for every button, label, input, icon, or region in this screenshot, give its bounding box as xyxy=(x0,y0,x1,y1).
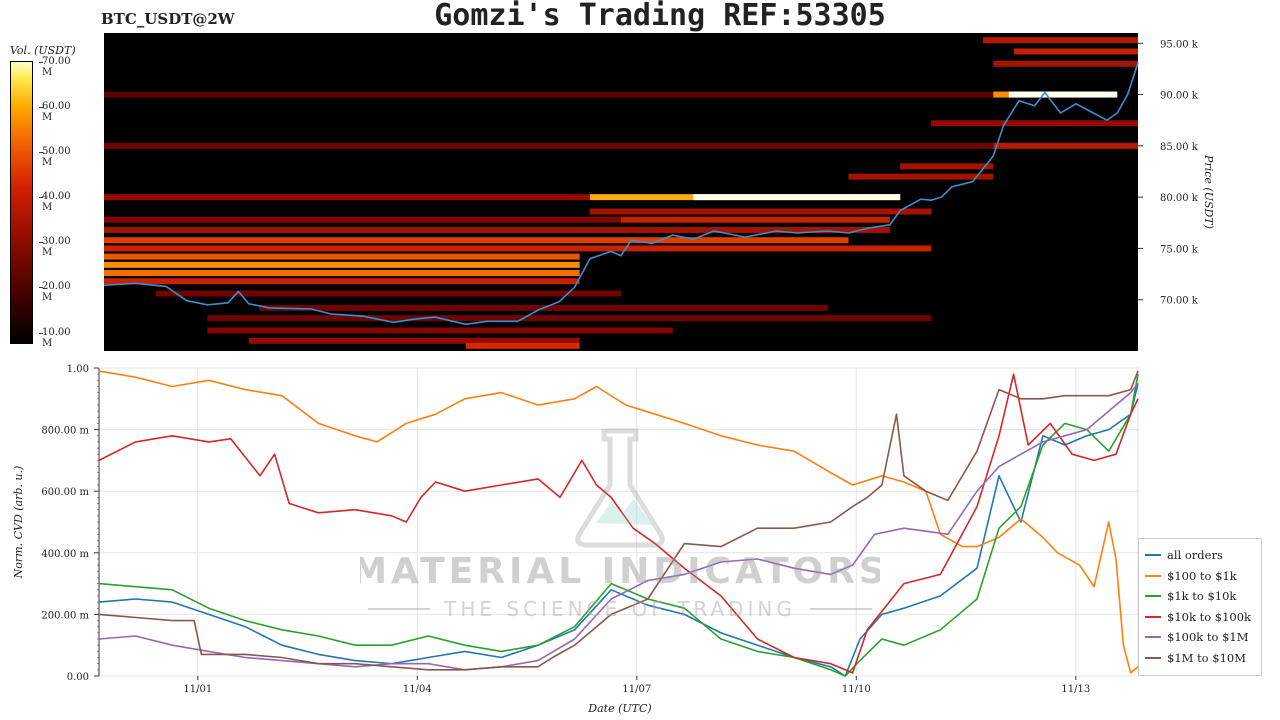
cvd-x-tick-label: 11/04 xyxy=(403,684,432,695)
heatmap-band xyxy=(207,327,673,334)
symbol-label: BTC_USDT@2W xyxy=(101,10,235,28)
heatmap-band xyxy=(104,261,580,268)
heatmap-band xyxy=(982,37,1138,44)
cvd-y-tick-label: 400.00 m xyxy=(41,549,89,560)
cvd-series-line xyxy=(98,382,1139,671)
heatmap-band xyxy=(104,278,580,285)
cvd-x-tick-label: 11/01 xyxy=(183,684,212,695)
cvd-series-line xyxy=(98,383,1139,677)
cvd-x-tick-label: 11/13 xyxy=(1061,684,1090,695)
price-axis-title: Price (USDT) xyxy=(1202,154,1215,229)
legend-label: $100 to $1k xyxy=(1167,568,1237,583)
heatmap-band xyxy=(1008,91,1118,98)
cvd-y-tick-label: 0.00 xyxy=(67,672,89,683)
legend-item: $10k to $100k xyxy=(1145,607,1255,628)
cvd-y-axis-title: Norm. CVD (arb. u.) xyxy=(12,466,25,580)
legend-label: $1M to $10M xyxy=(1167,650,1246,665)
legend-label: $10k to $100k xyxy=(1167,609,1252,624)
legend-item: all orders xyxy=(1145,545,1255,566)
cvd-x-axis-title: Date (UTC) xyxy=(587,702,651,715)
legend-label: $100k to $1M xyxy=(1167,630,1249,645)
heatmap-band xyxy=(589,208,932,215)
heatmap-background xyxy=(104,33,1138,351)
heatmap-band xyxy=(248,337,580,344)
heatmap-band xyxy=(104,216,621,223)
legend-item: $100k to $1M xyxy=(1145,627,1255,648)
legend-item: $1M to $10M xyxy=(1145,648,1255,669)
heatmap-band xyxy=(207,315,932,322)
heatmap-band xyxy=(104,142,994,149)
heatmap-band xyxy=(465,342,580,349)
legend: all orders $100 to $1k $1k to $10k $10k to … xyxy=(1138,538,1262,676)
price-tick-label: 85.00 k xyxy=(1160,142,1199,153)
price-tick-label: 70.00 k xyxy=(1160,296,1199,307)
heatmap-band xyxy=(931,120,1138,127)
chart-title: Gomzi's Trading REF:53305 xyxy=(434,0,886,33)
heatmap-band xyxy=(621,216,890,223)
colorbar-tick: 50.00 M xyxy=(39,146,71,168)
heatmap-band xyxy=(104,270,580,277)
heatmap-band xyxy=(104,226,890,233)
cvd-series-line xyxy=(98,370,1139,671)
heatmap-band xyxy=(993,60,1138,67)
colorbar-tick: 30.00 M xyxy=(39,236,71,258)
colorbar: 70.00 M 60.00 M 50.00 M 40.00 M 30.00 M … xyxy=(10,56,71,349)
cvd-y-tick-label: 1.00 xyxy=(67,364,89,375)
heatmap-band xyxy=(104,237,849,244)
heatmap-band xyxy=(104,253,580,260)
legend-swatch xyxy=(1145,656,1161,659)
heatmap-band xyxy=(1013,48,1138,55)
cvd-y-tick-label: 200.00 m xyxy=(41,610,89,621)
price-tick-label: 90.00 k xyxy=(1160,91,1199,102)
heatmap-band xyxy=(104,91,994,98)
heatmap-band xyxy=(104,194,590,201)
heatmap-band xyxy=(104,245,932,252)
colorbar-tick: 60.00 M xyxy=(39,101,71,123)
cvd-y-tick-label: 800.00 m xyxy=(41,426,89,437)
legend-swatch xyxy=(1145,615,1161,618)
cvd-x-tick-label: 11/07 xyxy=(622,684,651,695)
cvd-y-tick-label: 600.00 m xyxy=(41,487,89,498)
colorbar-tick: 10.00 M xyxy=(39,327,71,349)
heatmap-band xyxy=(900,163,994,170)
legend-item: $1k to $10k xyxy=(1145,586,1255,607)
price-tick-label: 80.00 k xyxy=(1160,193,1199,204)
colorbar-label: Vol. (USDT) xyxy=(10,44,76,57)
cvd-series-line xyxy=(98,374,1139,677)
legend-item: $100 to $1k xyxy=(1145,566,1255,587)
cvd-series-line xyxy=(98,373,1139,674)
legend-swatch xyxy=(1145,574,1161,577)
colorbar-tick: 40.00 M xyxy=(39,191,71,213)
legend-label: all orders xyxy=(1167,548,1223,563)
cvd-chart: 1.00 800.00 m 600.00 m 400.00 m 200.00 m 0.00… xyxy=(12,364,1139,715)
legend-swatch xyxy=(1145,554,1161,557)
colorbar-tick: 20.00 M xyxy=(39,281,71,303)
price-tick-label: 75.00 k xyxy=(1160,244,1199,255)
legend-swatch xyxy=(1145,636,1161,639)
legend-swatch xyxy=(1145,595,1161,598)
heatmap-band xyxy=(155,290,621,297)
colorbar-tick: 70.00 M xyxy=(39,56,71,78)
price-line xyxy=(103,62,1139,326)
heatmap-band xyxy=(693,194,901,201)
heatmap-band xyxy=(993,142,1138,149)
cvd-plot-area xyxy=(98,367,1139,677)
heatmap-band xyxy=(848,173,994,180)
cvd-series-line xyxy=(98,370,1139,674)
legend-label: $1k to $10k xyxy=(1167,589,1237,604)
cvd-x-tick-label: 11/10 xyxy=(842,684,871,695)
price-tick-label: 95.00 k xyxy=(1160,39,1199,50)
orderbook-heatmap: 95.00 k 90.00 k 85.00 k 80.00 k 75.00 k 70.00… xyxy=(103,33,1215,351)
